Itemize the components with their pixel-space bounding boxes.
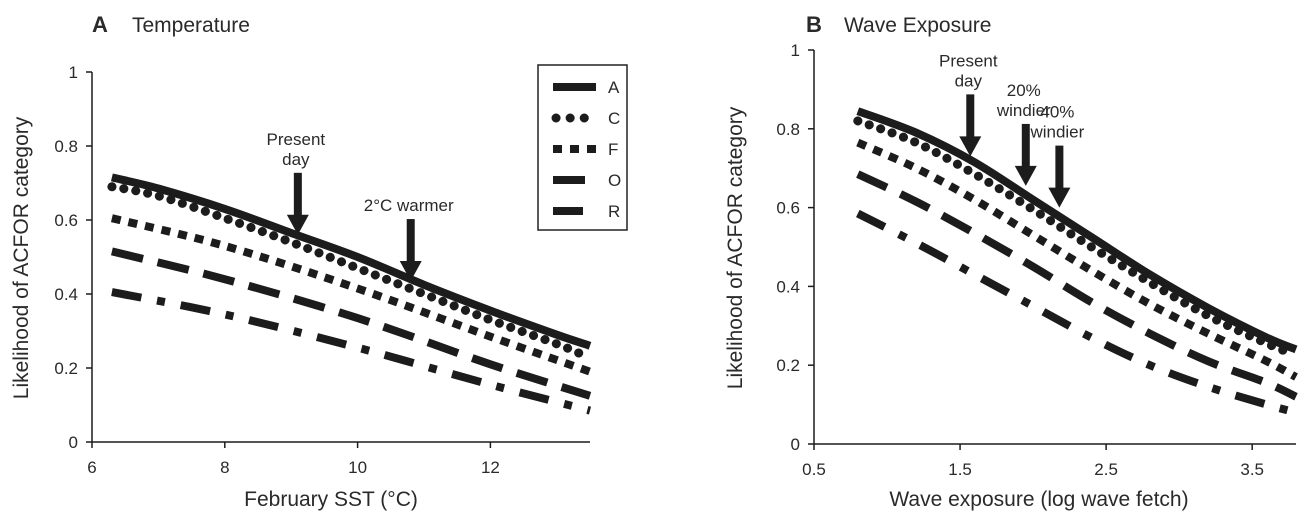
legend-label-f: F [608, 140, 618, 159]
panel-b-annotation-2-arrow-shaft [1021, 123, 1030, 168]
panel-b-series-f [856, 138, 1298, 381]
panel-b-header: B Wave Exposure [806, 12, 991, 37]
panel-b-title: Wave Exposure [844, 14, 991, 37]
panel-a-annotation-1-arrow-shaft [293, 172, 302, 217]
panel-a-y-tick-label: 0.2 [54, 359, 78, 378]
panel-b-x-tick-label: 1.5 [948, 460, 972, 479]
panel-a-y-axis-title: Likelihood of ACFOR category [10, 116, 33, 399]
panel-a-x-axis-title: February SST (°C) [244, 488, 418, 511]
panel-b-series-a [856, 107, 1298, 354]
panel-a-x-tick-label: 8 [220, 458, 229, 477]
panel-b-annotation-1-arrow-shaft [966, 94, 975, 139]
panel-b-annotation-2-label: 20% [1007, 81, 1041, 100]
panel-a-annotation-1-label: Present [267, 130, 326, 149]
panel-b-y-tick-label: 0.6 [776, 199, 800, 218]
panel-a-x-tick-label: 12 [481, 458, 500, 477]
legend-label-o: O [608, 171, 621, 190]
panel-b-annotation-1-label: Present [939, 51, 998, 70]
panel-b-annotation-1-label: day [955, 71, 983, 90]
legend-label-r: R [608, 202, 620, 221]
panel-a-x-tick-label: 6 [87, 458, 96, 477]
panel-a-series-r [111, 288, 592, 415]
panel-a-series-a [110, 173, 592, 350]
panel-b-annotation-3-label: 40% [1040, 103, 1074, 122]
panel-a-series-c [107, 182, 588, 360]
panel-a-annotation-1-label: day [282, 150, 310, 169]
panel-b-x-tick-label: 3.5 [1240, 460, 1264, 479]
panel-a-annotation-2-label: 2°C warmer [364, 196, 454, 215]
panel-b-annotation-3-arrow-shaft [1055, 145, 1064, 190]
panel-a-series-o [110, 247, 592, 400]
panel-a-annotation-2-arrow-head [399, 261, 422, 282]
panel-b-annotation-2-label: windier [996, 101, 1051, 120]
panel-b-x-axis-title: Wave exposure (log wave fetch) [889, 488, 1188, 511]
panel-b-x-tick-label: 0.5 [802, 460, 826, 479]
panel-b-y-tick-label: 0.8 [776, 120, 800, 139]
panel-a-annotation-1-arrow-head [286, 214, 309, 235]
panel-b-y-tick-label: 0.4 [776, 277, 800, 296]
panel-b-series-c [853, 116, 1297, 358]
panel-a-series-f [110, 214, 592, 376]
panel-b-y-tick-label: 1 [791, 41, 800, 60]
panel-b-y-tick-label: 0 [791, 435, 800, 454]
legend-label-a: A [608, 78, 620, 97]
panel-b-series-o [856, 170, 1298, 401]
panel-b-letter: B [806, 12, 822, 37]
panel-b-annotation-3-arrow-head [1048, 187, 1071, 208]
panel-a-annotation-2-arrow-shaft [406, 219, 415, 264]
panel-b-annotation-1-arrow-head [959, 136, 982, 157]
panel-b-series-r [856, 209, 1298, 417]
panel-b-x-tick-label: 2.5 [1094, 460, 1118, 479]
panel-b-plot: 00.20.40.60.810.5 1.5 2.5 3.5Presentday20%w… [776, 41, 1298, 479]
legend-label-c: C [608, 109, 620, 128]
panel-a-letter: A [92, 12, 108, 37]
legend-box [537, 64, 628, 231]
legend-items: ACFOR [551, 78, 621, 221]
panel-b-y-axis-title: Likelihood of ACFOR category [724, 106, 747, 389]
panel-a-title: Temperature [132, 14, 250, 37]
panel-a-y-tick-label: 0.8 [54, 137, 78, 156]
panel-a-y-tick-label: 0.4 [54, 285, 78, 304]
panel-a-y-tick-label: 1 [69, 63, 78, 82]
panel-b-annotation-2-arrow-head [1014, 165, 1037, 186]
panel-a-y-tick-label: 0.6 [54, 211, 78, 230]
panel-a-header: A Temperature [92, 12, 250, 37]
panel-b-annotation-3-label: windier [1029, 123, 1084, 142]
panel-a-y-tick-label: 0 [69, 433, 78, 452]
panel-b-y-tick-label: 0.2 [776, 356, 800, 375]
panel-a-x-tick-label: 10 [348, 458, 367, 477]
legend: ACFOR [537, 64, 628, 231]
